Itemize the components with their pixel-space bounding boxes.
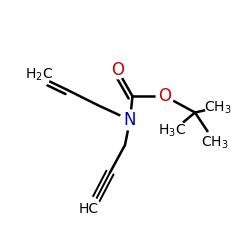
Text: O: O	[111, 61, 124, 79]
Circle shape	[160, 118, 186, 144]
Circle shape	[203, 130, 227, 154]
Text: CH$_3$: CH$_3$	[201, 134, 229, 151]
Circle shape	[22, 61, 50, 89]
Circle shape	[120, 110, 140, 130]
Text: H$_2$C: H$_2$C	[25, 67, 53, 83]
Text: O: O	[158, 87, 172, 105]
Circle shape	[206, 96, 230, 120]
Text: H$_3$C: H$_3$C	[158, 123, 186, 140]
Text: CH$_3$: CH$_3$	[204, 99, 231, 116]
Text: HC: HC	[79, 202, 99, 216]
Text: N: N	[124, 111, 136, 129]
Circle shape	[77, 197, 101, 221]
Circle shape	[156, 88, 174, 105]
Circle shape	[109, 61, 126, 79]
